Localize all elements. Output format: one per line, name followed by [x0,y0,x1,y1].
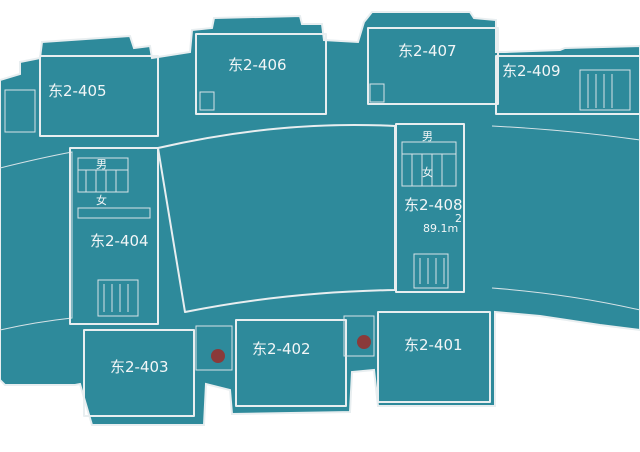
room-405[interactable]: 东2-405 [4,55,159,137]
stair-409 [579,69,631,111]
room-405-walls [39,55,159,137]
room-401[interactable]: 东2-401 [377,311,491,403]
room-407-label: 东2-407 [398,42,457,60]
room-406-walls [195,33,327,115]
room-409-label: 东2-409 [502,62,561,80]
room-402-walls [235,319,347,407]
door-406 [199,91,215,111]
restroom-left-female-label: 女 [96,193,107,207]
room-406-label: 东2-406 [228,56,287,74]
room-409-walls [495,55,640,115]
room-408-block[interactable]: 男 女 东2-408 89.1m 2 [395,123,465,293]
restroom-right-female-label: 女 [422,165,433,179]
door-407 [369,83,385,103]
room-408-area: 89.1m [423,222,458,235]
room-404-block[interactable]: 男 女 东2-404 [69,147,159,325]
room-401-walls [377,311,491,403]
room-408-label: 东2-408 [404,196,463,214]
corridor-outline-left [0,151,73,331]
room-403[interactable]: 东2-403 [83,329,195,417]
restroom-left: 男 女 [77,157,151,219]
stair-404 [97,279,139,317]
restroom-right: 男 女 [401,130,457,187]
room-409[interactable]: 东2-409 [495,55,640,115]
service-room-2 [343,315,375,357]
restroom-left-male-label: 男 [96,158,107,171]
room-402[interactable]: 东2-402 [235,319,347,407]
room-407-walls [367,27,499,105]
room-401-label: 东2-401 [404,336,463,354]
service-room-1 [195,325,233,371]
room-403-label: 东2-403 [110,358,169,376]
room-403-walls [83,329,195,417]
core-right-walls [395,123,465,293]
stair-405 [4,89,36,133]
location-marker-1[interactable] [211,349,225,363]
room-404-label: 东2-404 [90,232,149,250]
room-408-area-unit: 2 [455,212,462,225]
core-left-walls [69,147,159,325]
stair-408 [413,253,449,289]
corridor-outline-right [491,125,640,311]
location-marker-2[interactable] [357,335,371,349]
room-407[interactable]: 东2-407 [367,27,499,105]
building-footprint [0,11,640,426]
room-405-label: 东2-405 [48,82,107,100]
room-406[interactable]: 东2-406 [195,33,327,115]
restroom-right-male-label: 男 [422,130,433,143]
room-402-label: 东2-402 [252,340,311,358]
